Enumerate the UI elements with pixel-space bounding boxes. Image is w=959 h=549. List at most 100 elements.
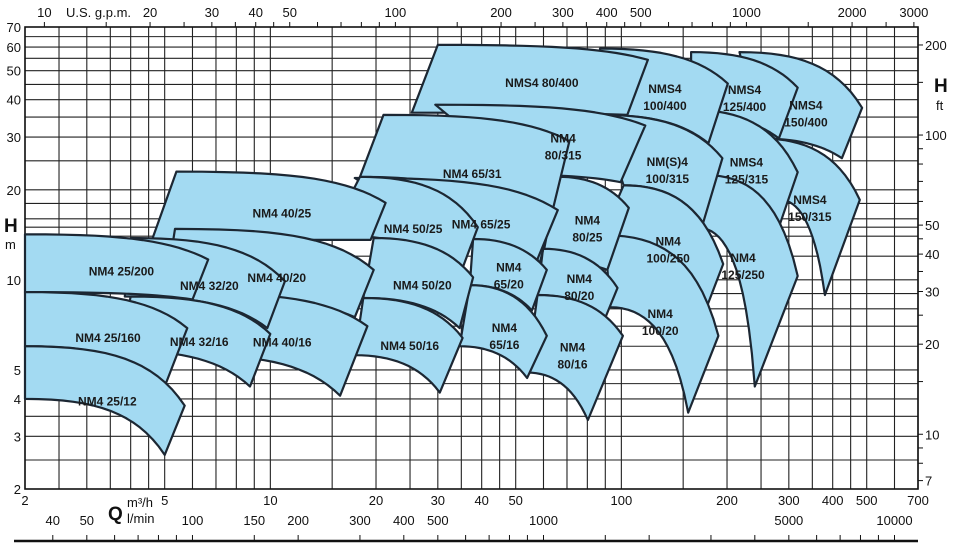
x-tick-label: 5 [161, 493, 168, 508]
pump-label: NM4 40/25 [252, 207, 311, 221]
pump-label: NM4 65/31 [443, 167, 502, 181]
x-tick-label: 200 [716, 493, 738, 508]
pump-label: NM4 65/25 [452, 217, 511, 231]
pump-label: 65/20 [494, 278, 524, 292]
x-tick-label: 400 [822, 493, 844, 508]
pump-label: NM4 32/20 [180, 279, 239, 293]
pump-label: NM4 25/12 [78, 394, 137, 408]
pump-label: 125/250 [721, 268, 765, 282]
y-tick-label: 2 [14, 482, 21, 497]
x-tick-label: 50 [508, 493, 522, 508]
y-ft-tick-label: 10 [925, 427, 939, 442]
x-tick-label: 20 [369, 493, 383, 508]
y-ft-tick-label: 200 [925, 38, 947, 53]
x-gpm-tick-label: 20 [143, 5, 157, 20]
y-ft-tick-label: 20 [925, 337, 939, 352]
x-lmin-tick-label: 5000 [774, 513, 803, 528]
x-tick-label: 30 [431, 493, 445, 508]
pump-region [603, 234, 720, 414]
pump-label: 125/315 [725, 173, 769, 187]
x-gpm-tick-label: 300 [552, 5, 574, 20]
x-gpm-tick-label: 100 [385, 5, 407, 20]
pump-region [23, 345, 186, 456]
pump-label: NMS4 [789, 99, 823, 113]
x-gpm-tick-label: 3000 [899, 5, 928, 20]
x-gpm-tick-label: 200 [490, 5, 512, 20]
y-tick-label: 50 [7, 64, 21, 79]
x-tick-label: 100 [611, 493, 633, 508]
pump-label: NM4 [496, 261, 522, 275]
y-ft-tick-label: 40 [925, 247, 939, 262]
y-ft-tick-label: 50 [925, 218, 939, 233]
y-tick-label: 70 [7, 20, 21, 35]
y-tick-label: 60 [7, 40, 21, 55]
y-ft-tick-label: 7 [925, 474, 932, 489]
pump-region [353, 296, 464, 394]
pump-region [458, 284, 548, 380]
x-lmin-tick-label: 10000 [876, 513, 912, 528]
pump-label: 80/20 [564, 289, 594, 303]
pump-label: NM4 [550, 131, 576, 145]
y-axis-ft-unit: ft [936, 98, 944, 113]
x-gpm-tick-label: 400 [596, 5, 618, 20]
pump-region [23, 233, 210, 301]
pump-label: 125/400 [723, 100, 767, 114]
pump-label: 150/400 [784, 116, 828, 130]
pump-label: NM4 50/20 [393, 278, 452, 292]
pump-label: NM4 [575, 213, 601, 227]
x-lmin-tick-label: 200 [287, 513, 309, 528]
pump-label: 100/250 [646, 251, 690, 265]
y-ft-tick-label: 100 [925, 128, 947, 143]
pump-label: NMS4 [730, 156, 764, 170]
pump-label: NM4 [655, 234, 681, 248]
y-axis-ft-symbol: H [934, 76, 948, 97]
y-tick-label: 30 [7, 130, 21, 145]
pump-label: NM4 25/200 [89, 264, 155, 278]
pump-label: NM4 40/20 [247, 271, 306, 285]
x-tick-label: 500 [856, 493, 878, 508]
x-gpm-tick-label: 50 [282, 5, 296, 20]
x-lmin-tick-label: 50 [80, 513, 94, 528]
pump-label: NM4 [567, 272, 593, 286]
pump-label: NM4 [492, 321, 518, 335]
x-tick-label: 300 [778, 493, 800, 508]
x-tick-label: 40 [474, 493, 488, 508]
x-axis-symbol: Q [108, 504, 123, 525]
x-tick-label: 2 [21, 493, 28, 508]
pump-region [526, 293, 624, 422]
pump-label: 80/16 [558, 357, 588, 371]
x-axis-gpm-unit: U.S. g.p.m. [66, 5, 131, 20]
y-tick-label: 4 [14, 392, 21, 407]
y-axis-unit: m [5, 237, 16, 252]
x-lmin-tick-label: 1000 [529, 513, 558, 528]
x-gpm-tick-label: 10 [37, 5, 51, 20]
x-gpm-tick-label: 1000 [732, 5, 761, 20]
x-tick-label: 700 [907, 493, 929, 508]
pump-region [698, 174, 799, 388]
pump-label: NM4 50/25 [384, 222, 443, 236]
pump-label: NMS4 [648, 82, 682, 96]
x-gpm-tick-label: 40 [248, 5, 262, 20]
axes: 2 3 4 5 10 20 30 40 50 60 70 7 10 20 30 40 50 100 200 2 5 10 2… [7, 5, 947, 543]
x-lmin-tick-label: 400 [393, 513, 415, 528]
pump-label: NM4 50/16 [380, 339, 439, 353]
pump-label: 80/25 [572, 230, 602, 244]
pump-label: NM4 [560, 340, 586, 354]
x-axis-lmin-unit: l/min [127, 511, 154, 526]
y-ft-tick-label: 30 [925, 284, 939, 299]
y-tick-label: 10 [7, 273, 21, 288]
x-axis-unit: m³/h [127, 495, 153, 510]
pump-labels: NMS4 150/400 NMS4 150/315 NMS4 125/400 NMS4 125… [75, 76, 832, 408]
pump-label: 100/315 [646, 172, 690, 186]
pump-label: NM4 32/16 [170, 335, 229, 349]
pump-label: NMS4 [793, 193, 827, 207]
pump-label: 100/20 [642, 324, 679, 338]
pump-label: 65/16 [489, 338, 519, 352]
x-lmin-tick-label: 150 [243, 513, 265, 528]
y-axis-symbol: H [4, 216, 18, 237]
y-tick-label: 3 [14, 429, 21, 444]
pump-label: NM4 [648, 307, 674, 321]
x-lmin-tick-label: 500 [427, 513, 449, 528]
x-gpm-tick-label: 2000 [838, 5, 867, 20]
